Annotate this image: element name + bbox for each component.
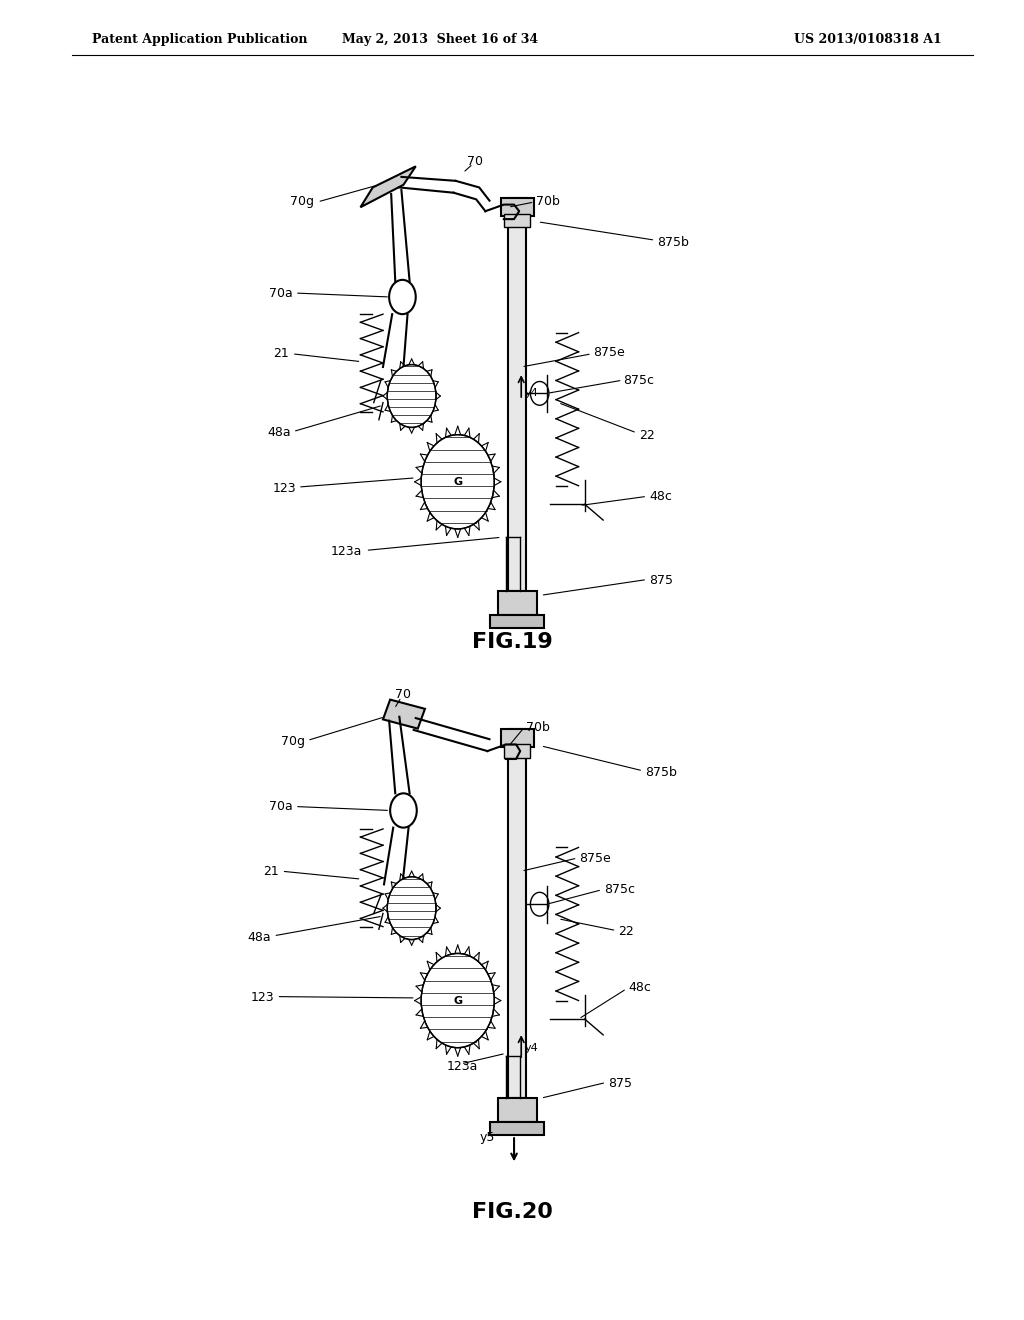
Bar [490, 1122, 544, 1135]
Polygon shape [360, 166, 416, 207]
Text: 48c: 48c [629, 981, 651, 994]
Text: G: G [454, 477, 462, 487]
Circle shape [421, 434, 495, 529]
Text: 875e: 875e [593, 346, 625, 359]
Circle shape [421, 953, 495, 1048]
Text: 22: 22 [639, 429, 654, 442]
Text: 70g: 70g [282, 735, 305, 748]
Text: 48a: 48a [248, 931, 271, 944]
Text: 48a: 48a [267, 426, 291, 440]
Text: 875c: 875c [604, 883, 635, 896]
Text: 123: 123 [251, 991, 274, 1005]
Text: 70a: 70a [269, 286, 293, 300]
Text: FIG.19: FIG.19 [472, 631, 552, 652]
Text: 21: 21 [273, 347, 289, 360]
Bar [501, 729, 534, 747]
Text: 123: 123 [272, 482, 296, 495]
Polygon shape [383, 700, 425, 729]
Text: Patent Application Publication: Patent Application Publication [92, 33, 307, 46]
Bar [501, 198, 534, 216]
Text: May 2, 2013  Sheet 16 of 34: May 2, 2013 Sheet 16 of 34 [342, 33, 539, 46]
Bar [508, 729, 526, 1098]
Text: 48c: 48c [649, 490, 672, 503]
Text: 875b: 875b [657, 236, 689, 249]
Text: 875: 875 [649, 574, 673, 587]
Text: 70a: 70a [269, 800, 293, 813]
Text: y4: y4 [524, 1043, 538, 1053]
Text: 21: 21 [263, 865, 279, 878]
Text: y5: y5 [479, 1131, 495, 1144]
Circle shape [387, 364, 436, 428]
Text: 70g: 70g [291, 195, 314, 209]
Text: 875: 875 [608, 1077, 632, 1090]
Text: 875c: 875c [624, 374, 654, 387]
Bar [490, 615, 544, 628]
Text: 875e: 875e [580, 851, 611, 865]
Bar [508, 198, 526, 591]
Text: 70b: 70b [526, 721, 550, 734]
Bar [504, 744, 530, 758]
Text: 875b: 875b [645, 766, 677, 779]
Text: G: G [454, 995, 462, 1006]
Text: FIG.20: FIG.20 [472, 1201, 552, 1222]
Text: y4: y4 [524, 388, 538, 399]
Text: 70b: 70b [536, 195, 559, 209]
Text: 70: 70 [467, 154, 483, 168]
Text: 70: 70 [395, 688, 412, 701]
Text: 123a: 123a [446, 1060, 478, 1073]
Text: 123a: 123a [331, 545, 362, 558]
Bar [498, 1098, 537, 1122]
Text: US 2013/0108318 A1: US 2013/0108318 A1 [795, 33, 942, 46]
Circle shape [387, 876, 436, 940]
Bar [498, 591, 537, 615]
Text: 22: 22 [618, 925, 634, 939]
Bar [504, 214, 530, 227]
